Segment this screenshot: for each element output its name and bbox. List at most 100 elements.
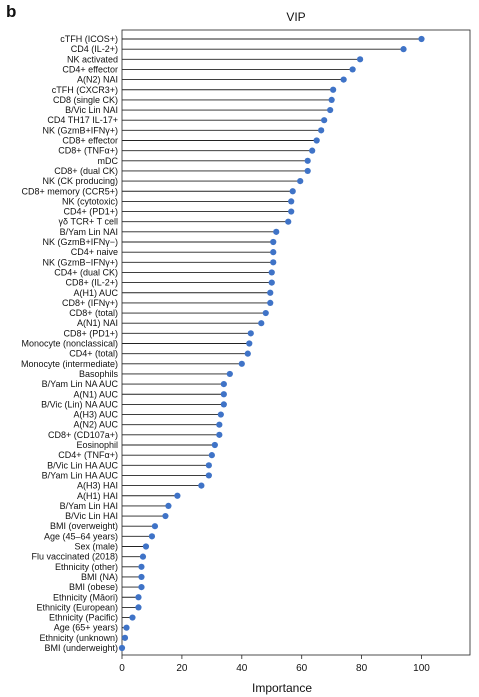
category-label-34: B/Yam Lin NA AUC [42,379,119,389]
category-label-42: B/Vic Lin HA AUC [47,460,118,470]
category-label-3: CD4+ effector [62,64,118,74]
category-label-21: CD4+ naive [71,247,118,257]
category-label-24: CD8+ (IL-2+) [65,278,118,288]
category-label-13: CD8+ (dual CK) [54,166,118,176]
plot-border [121,29,471,656]
data-point-51 [139,553,147,560]
category-label-0: cTFH (ICOS+) [60,34,118,44]
category-label-32: Monocyte (intermediate) [21,359,118,369]
data-point-37 [217,411,224,418]
category-label-55: Ethnicity (Māori) [53,592,118,602]
category-label-16: NK (cytotoxic) [62,196,118,206]
data-point-19 [273,228,280,235]
category-label-48: BMI (overweight) [50,521,118,531]
data-point-46 [165,502,172,509]
data-point-44 [198,482,205,489]
data-point-33 [226,370,233,378]
data-point-29 [247,330,254,337]
data-point-48 [151,523,159,530]
data-point-43 [205,472,212,479]
category-label-6: CD8 (single CK) [53,95,118,105]
category-label-17: CD4+ (PD1+) [63,207,118,217]
data-point-0 [418,35,425,43]
data-point-13 [304,167,311,175]
data-point-20 [270,238,277,246]
category-label-37: A(H3) AUC [73,410,118,420]
category-label-50: Sex (male) [74,542,118,552]
x-tick-label-0: 0 [119,663,125,674]
data-point-28 [258,320,265,327]
stems-group [122,38,422,639]
category-label-43: B/Yam Lin HA AUC [42,470,119,480]
category-label-40: Eosinophil [76,440,118,450]
data-point-45 [174,492,181,499]
data-point-25 [267,289,274,296]
panel-label: b [6,2,17,21]
x-axis-title: Importance [252,681,312,695]
data-point-32 [238,360,245,367]
data-point-36 [220,401,227,408]
data-point-40 [211,441,218,449]
category-label-28: A(N1) NAI [77,318,118,328]
data-point-21 [270,249,277,256]
category-label-30: Monocyte (nonclassical) [21,339,118,349]
category-label-12: mDC [98,156,119,166]
category-label-44: A(H3) HAI [77,481,118,491]
category-label-47: B/Vic Lin HAI [65,511,118,521]
data-point-58 [123,624,130,631]
category-label-57: Ethnicity (Pacific) [49,613,118,623]
category-label-19: B/Yam Lin NAI [60,227,118,237]
data-point-55 [135,594,142,601]
data-point-47 [162,512,169,520]
data-point-10 [313,137,320,144]
category-label-33: Basophils [79,369,119,379]
data-point-26 [267,299,274,306]
category-label-27: CD8+ (total) [69,308,118,318]
data-point-15 [289,188,296,195]
x-tick-label-80: 80 [356,663,368,674]
category-label-14: NK (CK producing) [42,176,118,186]
data-point-31 [244,350,251,357]
category-label-45: A(H1) HAI [77,491,118,501]
data-point-39 [216,431,223,438]
data-point-42 [205,462,212,469]
data-point-14 [297,178,304,185]
data-point-4 [340,76,347,83]
category-label-59: Ethnicity (unknown) [39,633,118,643]
data-point-54 [138,584,145,591]
data-point-56 [135,604,142,611]
category-label-36: B/Vic (Lin) NA AUC [41,399,118,409]
category-label-53: BMI (NA) [81,572,118,582]
points-group [118,35,425,652]
category-label-38: A(N2) AUC [73,420,118,430]
category-label-20: NK (GzmB+IFNγ−) [42,237,118,247]
x-tick-label-60: 60 [296,663,308,674]
data-point-3 [349,66,356,73]
category-label-49: Age (45–64 years) [44,531,118,541]
category-label-46: B/Yam Lin HAI [60,501,118,511]
x-tick-label-40: 40 [236,663,248,674]
category-label-8: CD4 TH17 IL-17+ [47,115,118,125]
chart-title: VIP [286,10,305,24]
category-label-51: Flu vaccinated (2018) [31,552,118,562]
category-label-18: γδ TCR+ T cell [59,217,118,227]
category-label-9: NK (GzmB+IFNγ+) [42,125,118,135]
category-label-22: NK (GzmB−IFNγ+) [42,257,118,267]
category-label-35: A(N1) AUC [73,389,118,399]
data-point-2 [357,56,364,63]
data-point-5 [330,86,337,93]
category-label-58: Age (65+ years) [54,623,118,633]
data-point-34 [220,381,227,388]
data-point-11 [309,147,316,154]
category-label-31: CD4+ (total) [69,349,118,359]
data-point-38 [216,421,223,428]
data-point-22 [270,259,277,266]
data-point-41 [208,452,215,459]
data-point-18 [285,218,292,225]
data-point-7 [327,106,334,114]
data-point-12 [304,157,311,164]
x-tick-label-20: 20 [176,663,188,674]
data-point-52 [138,563,145,570]
x-axis-ticks-group: 0 20 40 60 80 100 [119,655,430,674]
category-label-60: BMI (underweight) [44,643,118,653]
